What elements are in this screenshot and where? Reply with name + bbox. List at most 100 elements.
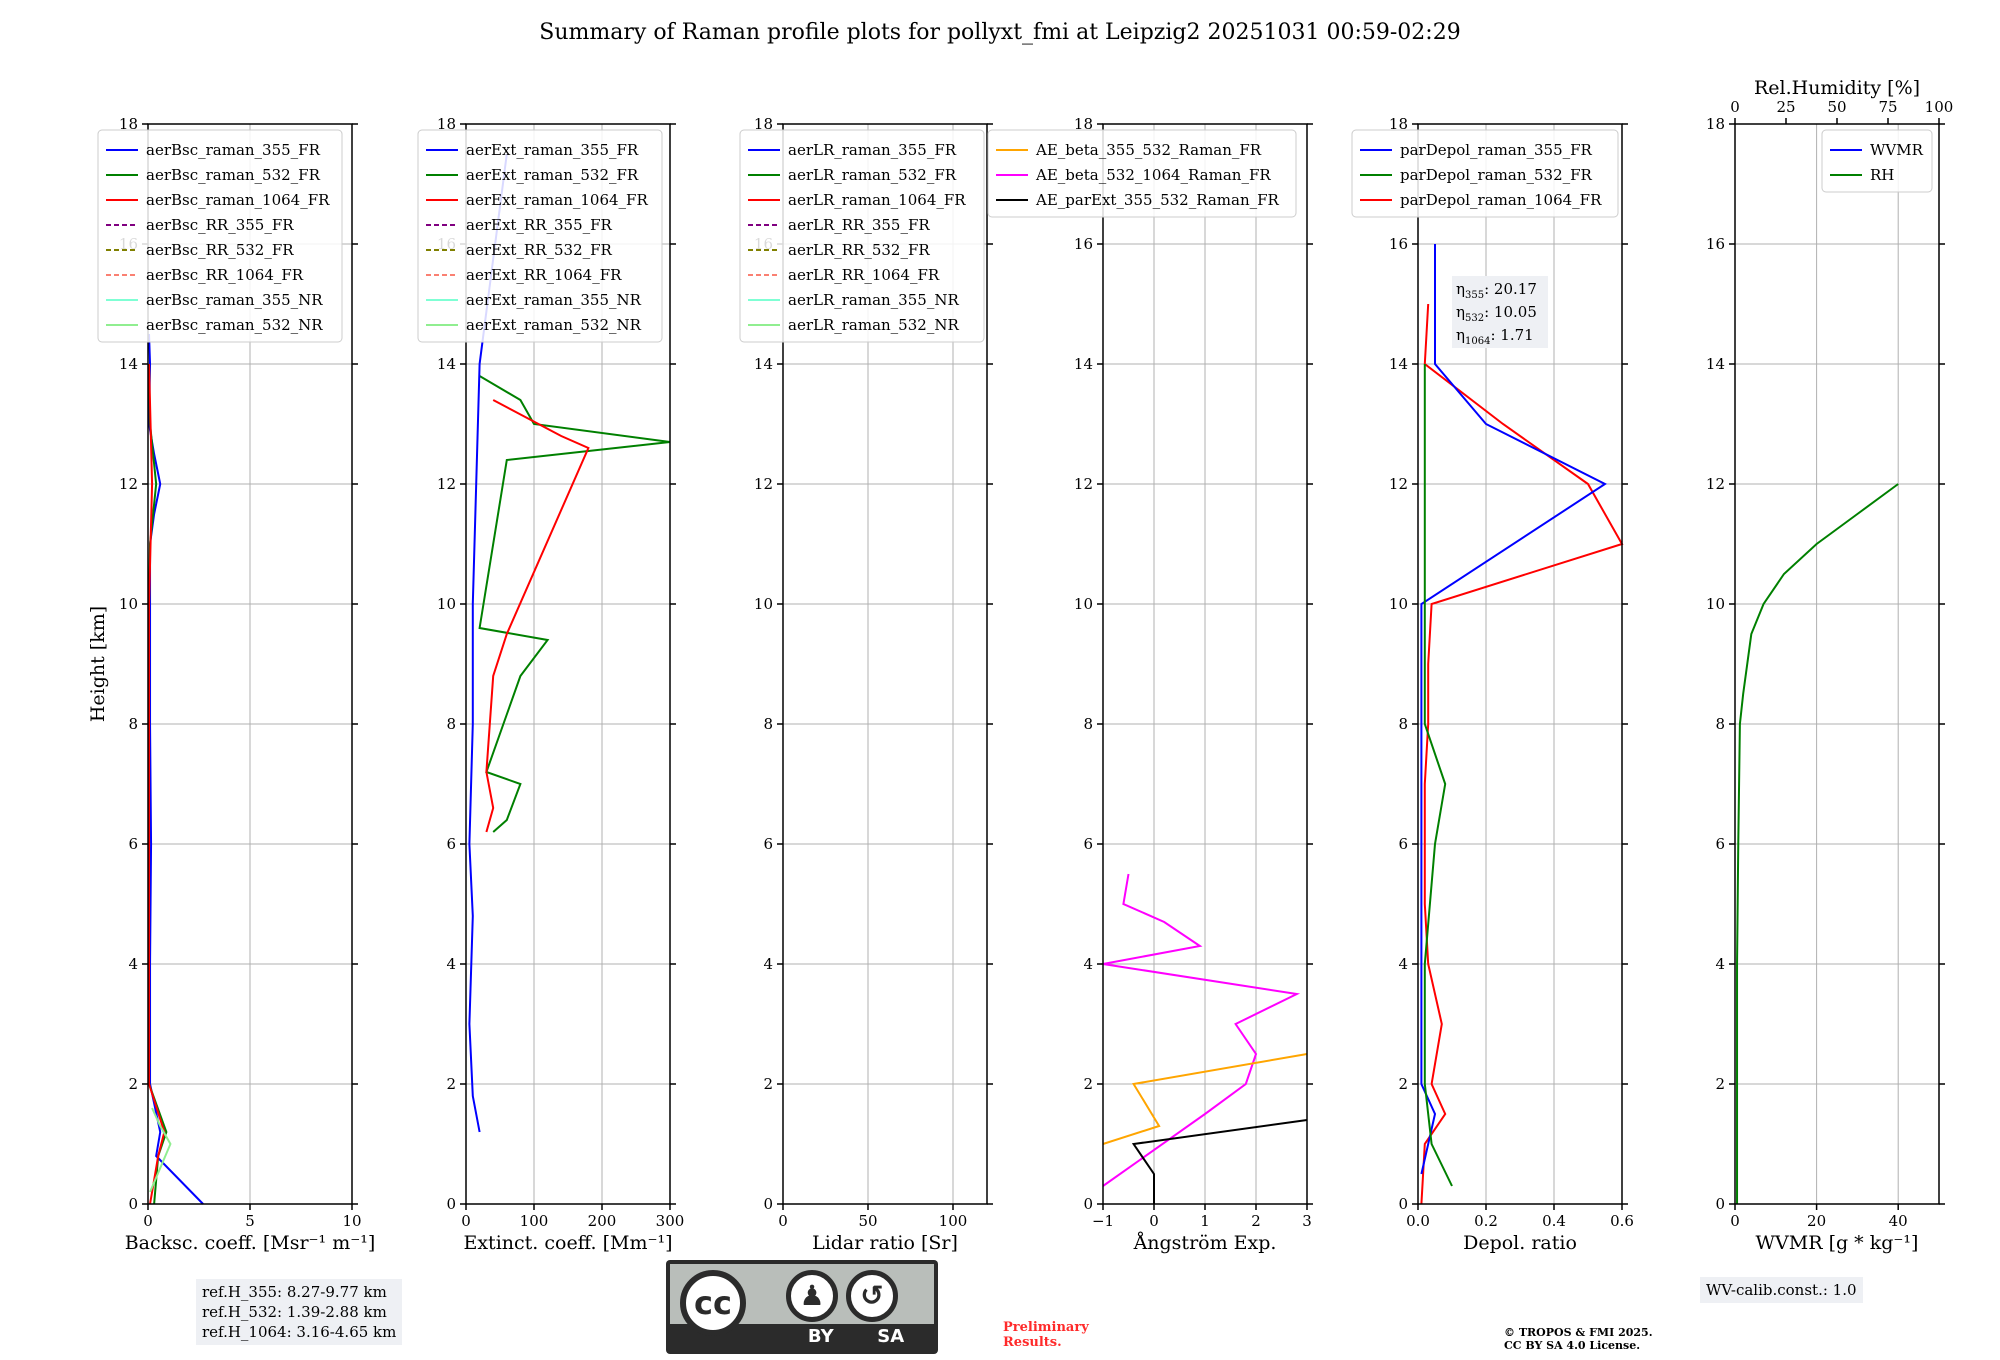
y-tick-label: 4 xyxy=(1715,955,1725,973)
annotation-value: : 1.71 xyxy=(1490,326,1533,344)
annotation-value: : 10.05 xyxy=(1484,303,1537,321)
legend-label: aerBsc_RR_355_FR xyxy=(146,216,294,234)
axes-frame xyxy=(1417,123,1623,1205)
y-tick-label: 2 xyxy=(1398,1075,1408,1093)
annotation-symbol: η xyxy=(1456,303,1465,321)
y-tick-label: 8 xyxy=(1398,715,1408,733)
ref-h-532: ref.H_532: 1.39-2.88 km xyxy=(202,1303,387,1321)
y-tick-label: 10 xyxy=(754,595,773,613)
series-parDepol_raman_1064_FR xyxy=(1420,303,1624,1205)
y-tick-label: 6 xyxy=(1715,835,1725,853)
y-tick-label: 10 xyxy=(437,595,456,613)
series-aerExt_raman_1064_FR xyxy=(485,399,590,833)
annotation-label: η1064: 1.71 xyxy=(1456,326,1534,347)
y-tick-label: 12 xyxy=(1074,475,1093,493)
y-tick-label: 12 xyxy=(754,475,773,493)
y-tick-label: 8 xyxy=(446,715,456,733)
legend-label: aerExt_raman_1064_FR xyxy=(466,191,648,209)
series-RH xyxy=(1736,483,1899,1204)
y-tick-label: 16 xyxy=(1074,235,1093,253)
cc-sa-label: SA xyxy=(877,1326,905,1347)
legend-box xyxy=(1821,129,1933,193)
legend-label: AE_beta_532_1064_Raman_FR xyxy=(1035,166,1271,184)
x-tick-label: 40 xyxy=(1889,1212,1908,1230)
legend-label: aerExt_raman_355_FR xyxy=(466,141,639,159)
x-tick-label: 0.6 xyxy=(1610,1212,1634,1230)
y-tick-label: 14 xyxy=(1389,355,1408,373)
legend-label: aerLR_RR_355_FR xyxy=(788,216,930,234)
axes-frame xyxy=(1102,123,1308,1205)
y-tick-label: 18 xyxy=(1706,115,1725,133)
cc-logo-icon: cc xyxy=(680,1270,746,1336)
legend-box xyxy=(97,129,343,343)
x-tick-label: 2 xyxy=(1251,1212,1261,1230)
y-tick-label: 10 xyxy=(119,595,138,613)
series-AE_beta_532_1064_Raman_FR xyxy=(1102,873,1301,1187)
legend-label: aerBsc_raman_532_FR xyxy=(146,166,321,184)
y-tick-label: 12 xyxy=(119,475,138,493)
y-tick-label: 14 xyxy=(754,355,773,373)
cc-license-badge: cc ♟ ↺ BY SA xyxy=(666,1260,938,1354)
y-tick-label: 8 xyxy=(128,715,138,733)
x-tick-label: 20 xyxy=(1807,1212,1826,1230)
legend-box xyxy=(987,129,1297,218)
y-tick-label: 12 xyxy=(1389,475,1408,493)
annotation-symbol: η xyxy=(1456,280,1465,298)
y-tick-label: 0 xyxy=(1083,1195,1093,1213)
legend-box xyxy=(417,129,663,343)
x-axis-label: Backsc. coeff. [Msr⁻¹ m⁻¹] xyxy=(125,1232,376,1254)
legend-label: aerBsc_raman_1064_FR xyxy=(146,191,330,209)
annotation-label: η355: 20.17 xyxy=(1456,280,1537,301)
legend-box xyxy=(739,129,985,343)
y-tick-label: 16 xyxy=(1706,235,1725,253)
top-x-tick-label: 25 xyxy=(1776,98,1795,116)
x-tick-label: 200 xyxy=(588,1212,617,1230)
legend-label: aerExt_raman_532_FR xyxy=(466,166,639,184)
panel-backscatter: 0246810121416180510Backsc. coeff. [Msr⁻¹… xyxy=(87,115,375,1254)
y-tick-label: 6 xyxy=(763,835,773,853)
x-tick-label: 0 xyxy=(778,1212,788,1230)
top-x-tick-label: 0 xyxy=(1730,98,1740,116)
y-tick-label: 12 xyxy=(437,475,456,493)
legend-lidar-ratio: aerLR_raman_355_FR aerLR_raman_532_FR aerL… xyxy=(739,129,985,343)
annotation-value: : 20.17 xyxy=(1484,280,1537,298)
legend-label: RH xyxy=(1870,166,1894,184)
y-tick-label: 18 xyxy=(437,115,456,133)
legend-label: aerExt_RR_1064_FR xyxy=(466,266,622,284)
legend-angstrom: AE_beta_355_532_Raman_FR AE_beta_532_1064… xyxy=(987,129,1297,218)
top-axis-label: Rel.Humidity [%] xyxy=(1754,77,1920,99)
y-tick-label: 0 xyxy=(128,1195,138,1213)
cc-by-label: BY xyxy=(807,1326,834,1347)
y-tick-label: 4 xyxy=(1083,955,1093,973)
x-axis-label: WVMR [g * kg⁻¹] xyxy=(1756,1232,1919,1254)
y-tick-label: 2 xyxy=(128,1075,138,1093)
legend-backscatter: aerBsc_raman_355_FR aerBsc_raman_532_FRae… xyxy=(97,129,343,343)
legend-label: aerLR_raman_355_NR xyxy=(788,291,959,309)
y-tick-label: 0 xyxy=(1715,1195,1725,1213)
x-axis-label: Lidar ratio [Sr] xyxy=(812,1232,958,1254)
legend-label: aerBsc_RR_1064_FR xyxy=(146,266,304,284)
y-tick-label: 6 xyxy=(1398,835,1408,853)
y-tick-label: 12 xyxy=(1706,475,1725,493)
y-tick-label: 2 xyxy=(1715,1075,1725,1093)
y-tick-label: 18 xyxy=(1389,115,1408,133)
y-tick-label: 8 xyxy=(1715,715,1725,733)
legend-label: aerExt_raman_532_NR xyxy=(466,316,642,334)
y-tick-label: 2 xyxy=(1083,1075,1093,1093)
y-tick-label: 4 xyxy=(446,955,456,973)
legend-label: AE_beta_355_532_Raman_FR xyxy=(1035,141,1262,159)
x-tick-label: 100 xyxy=(520,1212,549,1230)
panel-lidar-ratio: 024681012141618050100Lidar ratio [Sr]aer… xyxy=(739,115,993,1254)
axes-frame xyxy=(465,123,671,1205)
y-tick-label: 10 xyxy=(1706,595,1725,613)
series-aerBsc_raman_355_FR xyxy=(148,333,204,1205)
y-tick-label: 4 xyxy=(763,955,773,973)
annotation-subscript: 532 xyxy=(1465,313,1484,324)
series-AE_beta_355_532_Raman_FR xyxy=(1102,1053,1308,1145)
legend-label: aerExt_raman_355_NR xyxy=(466,291,642,309)
y-tick-label: 18 xyxy=(1074,115,1093,133)
legend-label: AE_parExt_355_532_Raman_FR xyxy=(1035,191,1280,209)
ref-h-1064: ref.H_1064: 3.16-4.65 km xyxy=(202,1323,397,1341)
x-tick-label: 0.4 xyxy=(1542,1212,1566,1230)
